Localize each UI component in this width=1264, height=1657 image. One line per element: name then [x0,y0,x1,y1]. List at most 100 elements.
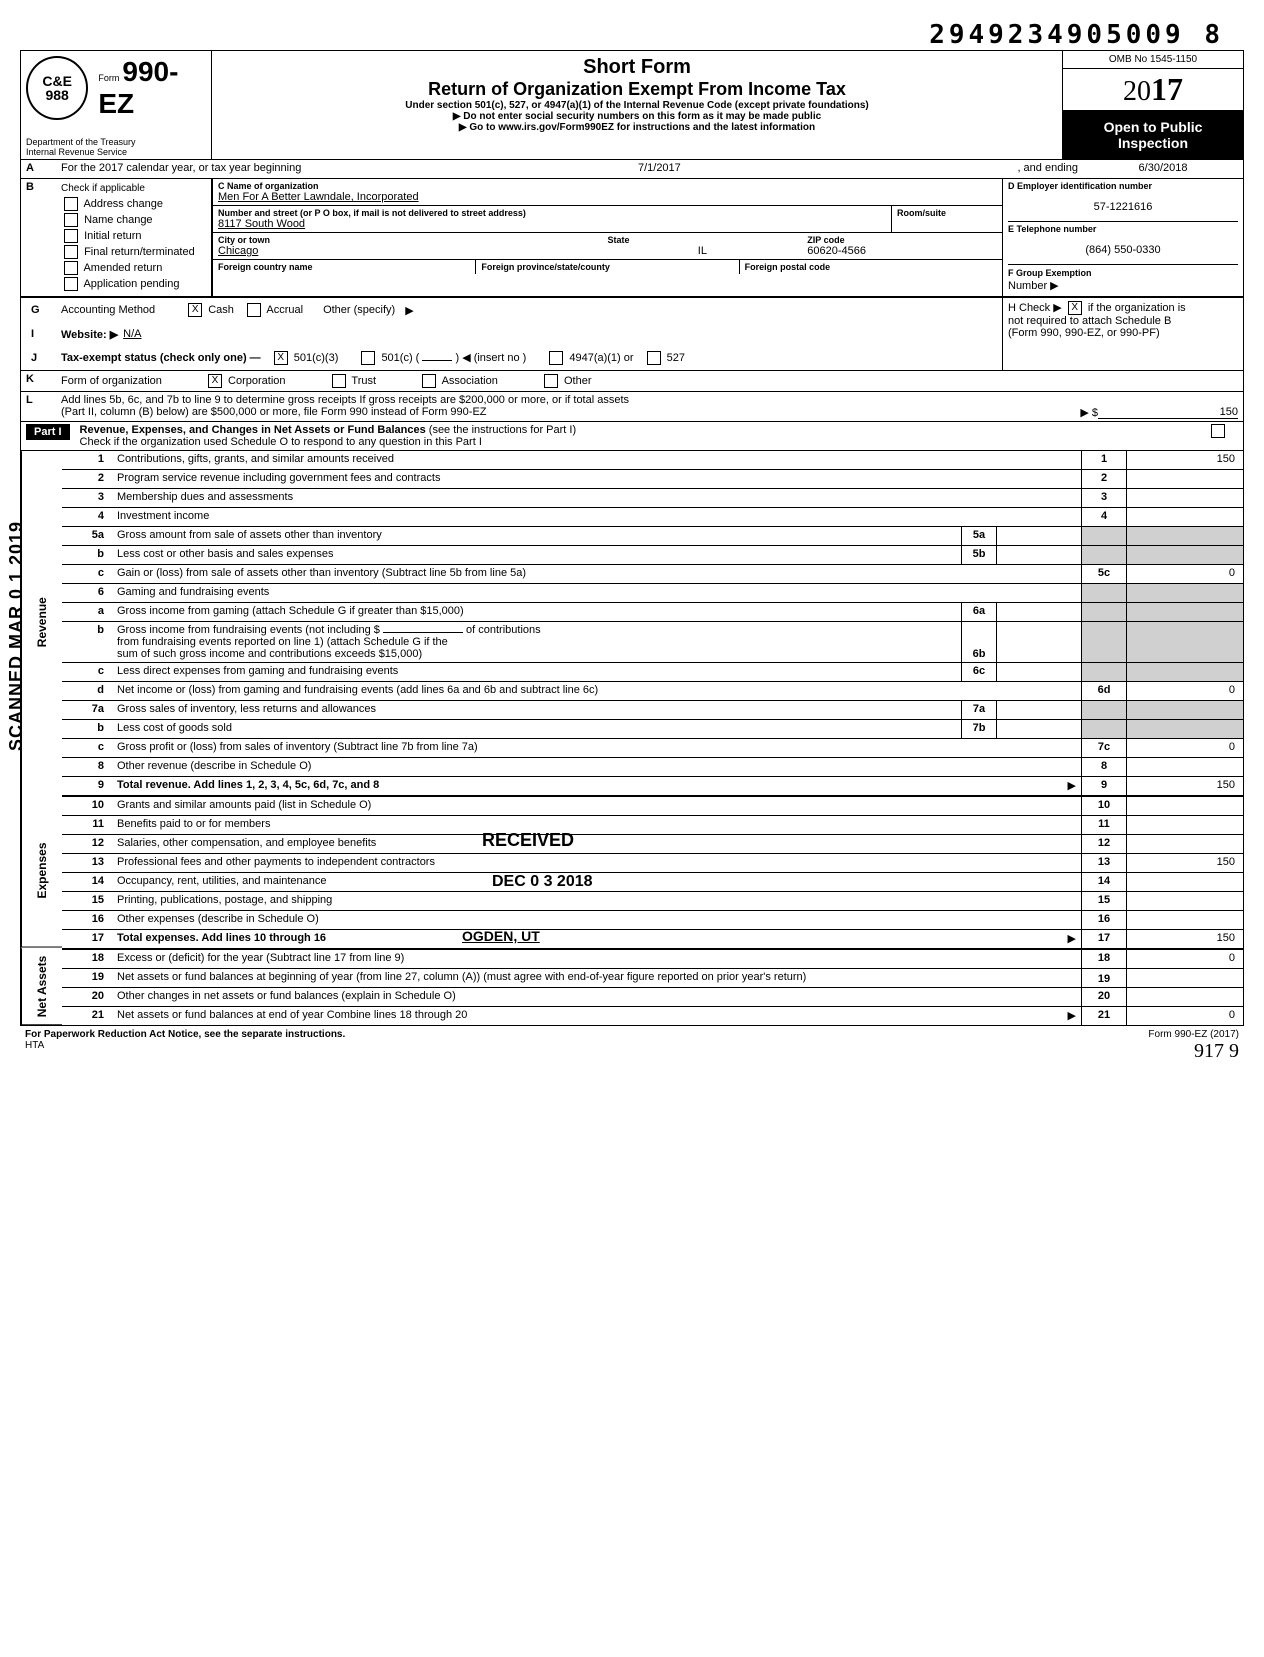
check-schedule-o[interactable] [1211,424,1225,438]
label-k: K [21,371,56,391]
website-label: Website: ▶ [61,328,118,341]
side-revenue: Revenue [21,451,62,794]
line-5c-desc: Gain or (loss) from sale of assets other… [112,565,1081,583]
check-527[interactable] [647,351,661,365]
line-4-val [1126,508,1243,526]
check-accrual[interactable] [247,303,261,317]
line-2-val [1126,470,1243,488]
line-6d-desc: Net income or (loss) from gaming and fun… [112,682,1081,700]
zip-label: ZIP code [807,235,997,245]
org-name-label: C Name of organization [218,181,997,191]
city-value: Chicago [218,245,598,257]
line-7c-desc: Gross profit or (loss) from sales of inv… [112,739,1081,757]
accounting-other: Other (specify) [323,304,395,316]
label-b: B [21,179,56,296]
side-expenses: Expenses [21,794,62,948]
line-7a-desc: Gross sales of inventory, less returns a… [112,701,961,719]
line-18-desc: Excess or (deficit) for the year (Subtra… [112,950,1081,968]
line-13-val: 150 [1126,854,1243,872]
check-4947[interactable] [549,351,563,365]
check-initial-return[interactable] [64,229,78,243]
foreign-country-label: Foreign country name [213,260,475,274]
check-h[interactable]: X [1068,301,1082,315]
form-number: 990-EZ [98,56,178,119]
title-sub2: ▶ Do not enter social security numbers o… [222,111,1052,122]
state-label: State [608,235,798,245]
phone-label: E Telephone number [1008,224,1238,234]
line-5a-desc: Gross amount from sale of assets other t… [112,527,961,545]
line-7c-val: 0 [1126,739,1243,757]
line-l-value: 150 [1098,406,1238,419]
line-21-desc: Net assets or fund balances at end of ye… [112,1007,1081,1025]
check-corporation[interactable]: X [208,374,222,388]
check-final-return[interactable] [64,245,78,259]
line-6b-desc: Gross income from fundraising events (no… [112,622,961,662]
footer-hta: HTA [25,1040,44,1051]
check-501c3[interactable]: X [274,351,288,365]
check-name-change[interactable] [64,213,78,227]
accounting-method-label: Accounting Method [61,304,155,316]
open-to-public: Open to Public Inspection [1063,111,1243,159]
line-6c-desc: Less direct expenses from gaming and fun… [112,663,961,681]
form-prefix: Form [98,73,119,83]
label-i: I [26,326,61,342]
title-sub1: Under section 501(c), 527, or 4947(a)(1)… [222,100,1052,111]
title-main: Return of Organization Exempt From Incom… [222,79,1052,100]
title-sub3: ▶ Go to www.irs.gov/Form990EZ for instru… [222,122,1052,133]
label-g: G [26,302,61,318]
check-cash[interactable]: X [188,303,202,317]
line-4-desc: Investment income [112,508,1081,526]
check-501c[interactable] [361,351,375,365]
check-address-change[interactable] [64,197,78,211]
label-a: A [21,160,56,178]
line-21-val: 0 [1126,1007,1243,1025]
tax-year-end: 6/30/2018 [1088,162,1238,176]
line-16-desc: Other expenses (describe in Schedule O) [112,911,1081,929]
line-l-arrow: ▶ $ [1080,406,1098,419]
line-6a-desc: Gross income from gaming (attach Schedul… [112,603,961,621]
line-14-desc: Occupancy, rent, utilities, and maintena… [112,873,1081,891]
title-short-form: Short Form [222,56,1052,79]
room-label: Room/suite [897,208,997,218]
footer-paperwork: For Paperwork Reduction Act Notice, see … [25,1029,345,1040]
check-other-org[interactable] [544,374,558,388]
line-5b-desc: Less cost or other basis and sales expen… [112,546,961,564]
F-label: F Group Exemption [1008,268,1092,278]
org-name: Men For A Better Lawndale, Incorporated [218,191,997,203]
line-8-desc: Other revenue (describe in Schedule O) [112,758,1081,776]
city-label: City or town [218,235,598,245]
line-l-text2: (Part II, column (B) below) are $500,000… [61,406,487,419]
line-20-desc: Other changes in net assets or fund bala… [112,988,1081,1006]
check-application-pending[interactable] [64,277,78,291]
line-19-desc: Net assets or fund balances at beginning… [112,969,1081,987]
line-h-3: (Form 990, 990-EZ, or 990-PF) [1008,327,1238,339]
line-7b-desc: Less cost of goods sold [112,720,961,738]
logo-seal: C&E 988 [26,56,88,120]
check-association[interactable] [422,374,436,388]
part-1-label: Part I [26,424,70,440]
line-l-text1: Add lines 5b, 6c, and 7b to line 9 to de… [61,394,1238,406]
label-l: L [21,392,56,421]
label-j: J [26,350,61,366]
tax-year: 2017 [1063,69,1243,111]
line-15-desc: Printing, publications, postage, and shi… [112,892,1081,910]
line-13-desc: Professional fees and other payments to … [112,854,1081,872]
side-netassets: Net Assets [21,948,62,1025]
tax-exempt-label: Tax-exempt status (check only one) — [61,352,261,364]
street-label: Number and street (or P O box, if mail i… [218,208,886,218]
line-17-desc: Total expenses. Add lines 10 through 16 … [112,930,1081,948]
line-1-desc: Contributions, gifts, grants, and simila… [112,451,1081,469]
form-990ez: SCANNED MAR 0 1 2019 C&E 988 Form 990-EZ… [20,50,1244,1026]
line-18-val: 0 [1126,950,1243,968]
check-trust[interactable] [332,374,346,388]
handwritten-note: 917 9 [1194,1040,1239,1062]
ein-label: D Employer identification number [1008,181,1238,191]
barcode-number: 2949234905009 8 [20,20,1244,50]
line-3-val [1126,489,1243,507]
line-10-desc: Grants and similar amounts paid (list in… [112,797,1081,815]
check-amended[interactable] [64,261,78,275]
form-org-label: Form of organization [61,375,162,387]
website-value: N/A [123,328,141,340]
tax-year-begin: 7/1/2017 [311,162,1007,176]
omb-number: OMB No 1545-1150 [1063,51,1243,69]
